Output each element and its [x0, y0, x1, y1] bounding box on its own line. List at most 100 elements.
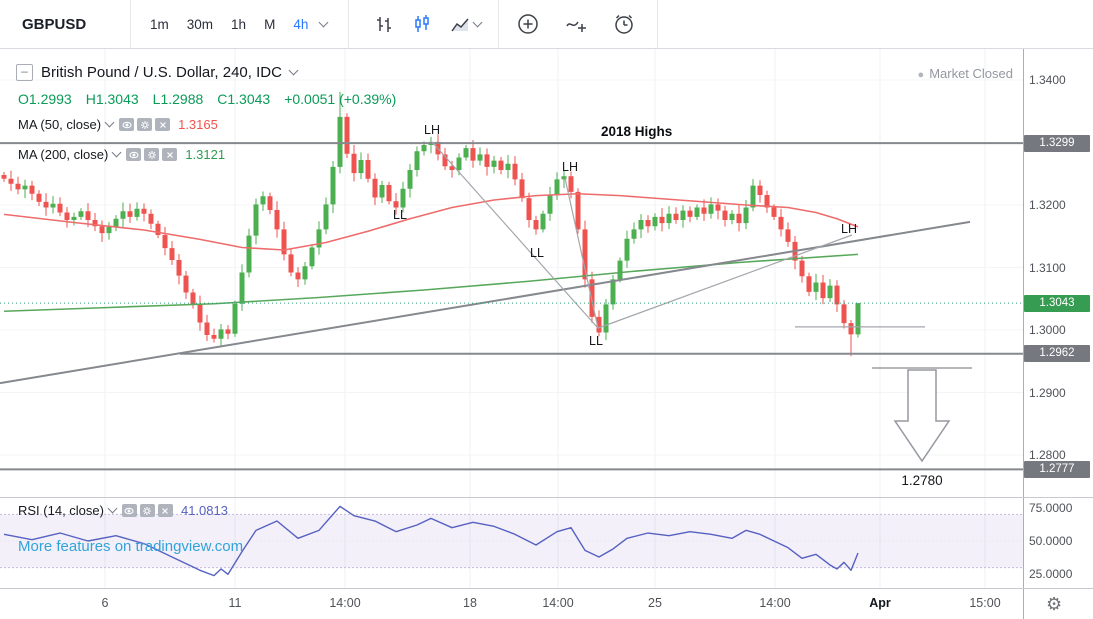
candle-body — [547, 195, 553, 214]
market-status: ● Market Closed — [917, 66, 1013, 81]
ma50-line — [3, 192, 859, 251]
rsi-tick-label: 50.0000 — [1029, 534, 1073, 548]
candle-body — [820, 282, 826, 299]
interval-button-30m[interactable]: 30m — [186, 16, 214, 32]
price-tick-label: 1.3000 — [1029, 323, 1066, 337]
chart-title[interactable]: British Pound / U.S. Dollar, 240, IDC — [41, 64, 282, 81]
swing-label: LL — [530, 246, 544, 260]
candle-body — [99, 226, 105, 234]
candle-body — [449, 166, 455, 170]
eye-icon[interactable] — [126, 148, 142, 161]
indicator-label[interactable]: RSI (14, close) — [18, 503, 104, 518]
candle-body — [729, 213, 735, 220]
chevron-down-icon[interactable] — [111, 147, 122, 158]
candle-body — [169, 248, 175, 260]
candle-body — [134, 208, 140, 217]
settings-gear-icon[interactable] — [137, 118, 153, 131]
candle-body — [491, 160, 497, 167]
indicator-label[interactable]: MA (200, close) — [18, 147, 109, 162]
time-tick-label: 25 — [648, 596, 662, 610]
indicator-row-ma200: MA (200, close) 1.3121 — [18, 147, 225, 162]
interval-group: 1m 30m 1h M 4h — [141, 17, 330, 32]
ohlc-high: H1.3043 — [85, 91, 139, 107]
chevron-down-icon[interactable] — [104, 117, 115, 128]
price-level-label: 1.2777 — [1024, 460, 1090, 478]
pane-divider[interactable] — [0, 497, 1093, 498]
candle-body — [764, 195, 770, 208]
tradingview-watermark-link[interactable]: More features on tradingview.com — [18, 538, 244, 555]
close-icon[interactable] — [162, 148, 178, 161]
candle-body — [400, 188, 406, 208]
candle-body — [218, 329, 224, 339]
candle-body — [505, 163, 511, 170]
price-level-label: 1.3299 — [1024, 134, 1090, 152]
close-icon[interactable] — [155, 118, 171, 131]
candle-body — [680, 210, 686, 220]
indicator-label[interactable]: MA (50, close) — [18, 117, 102, 132]
close-icon[interactable] — [157, 504, 173, 517]
time-tick-label: 14:00 — [759, 596, 791, 610]
candle-body — [22, 185, 28, 190]
candle-body — [309, 247, 315, 267]
collapse-pane-icon[interactable]: – — [16, 64, 33, 81]
time-tick-label: 14:00 — [329, 596, 361, 610]
candle-body — [85, 211, 91, 220]
indicator-value: 1.3165 — [178, 117, 218, 132]
settings-gear-icon[interactable] — [139, 504, 155, 517]
candle-body — [694, 207, 700, 217]
interval-button-4h[interactable]: 4h — [293, 16, 309, 32]
candle-body — [379, 185, 385, 198]
candle-body — [463, 148, 469, 158]
candle-body — [92, 220, 98, 227]
toolbar-separator — [130, 0, 131, 48]
interval-button-M[interactable]: M — [264, 16, 276, 32]
candle-body — [785, 229, 791, 242]
chevron-down-icon[interactable] — [288, 65, 299, 76]
candle-body — [701, 207, 707, 214]
candle-body — [15, 183, 21, 190]
time-tick-label: Apr — [869, 596, 891, 610]
candle-body — [8, 178, 14, 184]
settings-gear-icon[interactable] — [144, 148, 160, 161]
candle-body — [750, 185, 756, 208]
candle-body — [848, 323, 854, 335]
candle-body — [540, 213, 546, 230]
candle-body — [834, 285, 840, 305]
rsi-tick-label: 75.0000 — [1029, 500, 1073, 515]
bars-icon[interactable] — [373, 13, 395, 35]
candle-body — [414, 151, 420, 170]
symbol-label[interactable]: GBPUSD — [22, 15, 87, 33]
candle-body — [365, 160, 371, 179]
time-axis-border — [0, 588, 1093, 589]
candle-body — [715, 204, 721, 211]
candle-body — [155, 223, 161, 235]
candle-body — [638, 220, 644, 230]
line-tools-icon[interactable] — [563, 11, 589, 37]
candles-icon[interactable] — [411, 13, 433, 35]
candle-body — [799, 260, 805, 277]
candle-body — [253, 204, 259, 236]
candle-body — [554, 179, 560, 195]
interval-button-1h[interactable]: 1h — [231, 16, 247, 32]
chevron-down-icon[interactable] — [472, 17, 483, 27]
candle-body — [736, 213, 742, 224]
chevron-down-icon[interactable] — [107, 503, 118, 514]
chevron-down-icon[interactable] — [318, 17, 329, 27]
area-chart-icon[interactable] — [449, 13, 471, 35]
eye-icon[interactable] — [121, 504, 137, 517]
down-arrow-drawing — [893, 369, 951, 463]
alert-clock-icon[interactable] — [611, 11, 637, 37]
interval-button-1m[interactable]: 1m — [150, 16, 169, 32]
candle-body — [183, 275, 189, 293]
candle-body — [148, 213, 154, 224]
candle-body — [113, 218, 119, 227]
compare-plus-icon[interactable] — [515, 11, 541, 37]
ohlc-low: L1.2988 — [152, 91, 204, 107]
ohlc-close: C1.3043 — [217, 91, 271, 107]
settings-gear-icon[interactable]: ⚙ — [1046, 594, 1063, 614]
candle-body — [1, 175, 7, 179]
last-price-label: 1.3043 — [1024, 294, 1090, 312]
indicator-row-ma50: MA (50, close) 1.3165 — [18, 117, 218, 132]
eye-icon[interactable] — [119, 118, 135, 131]
